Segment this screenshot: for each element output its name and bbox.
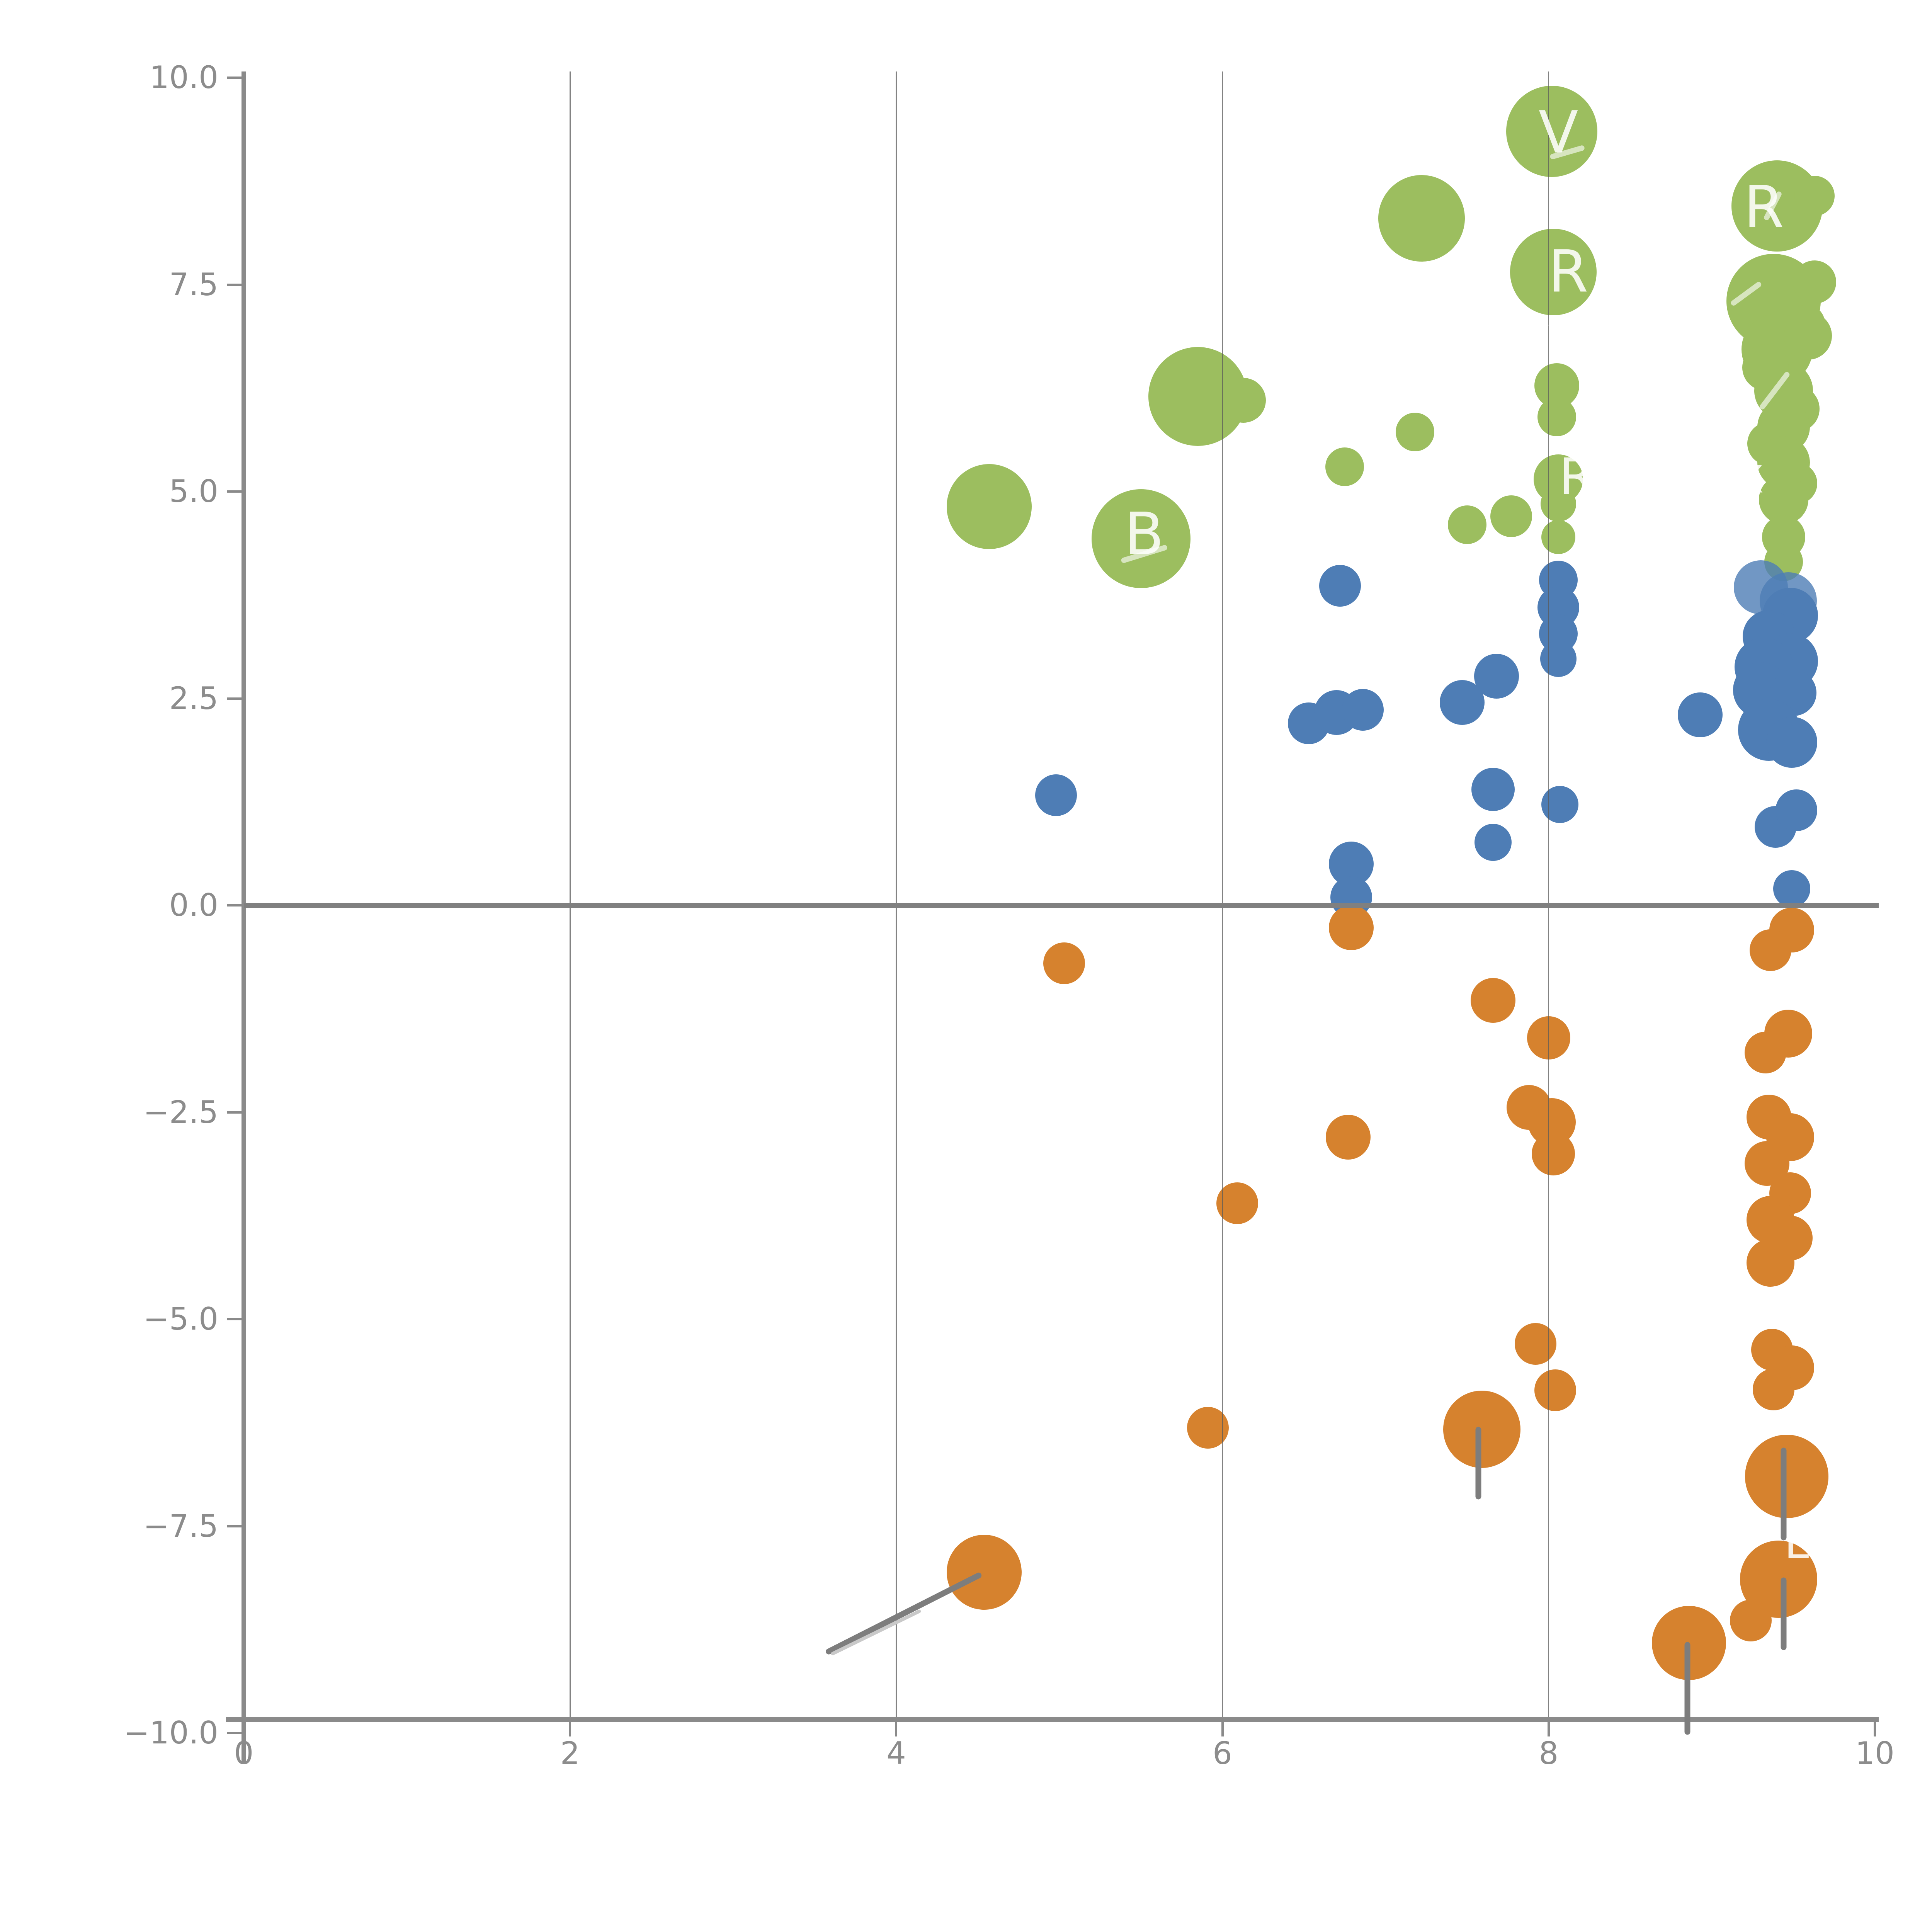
bubble-label-L: L: [1784, 1517, 1809, 1569]
bubble-blue: [1766, 717, 1817, 768]
y-tick-label: 10.0: [149, 60, 218, 95]
bottom-spine: [226, 1717, 1879, 1722]
x-tick-label: 6: [1213, 1735, 1233, 1771]
bubble-orange: [1515, 1323, 1557, 1365]
bubble-orange: [1443, 1390, 1520, 1468]
bubble-blue: [1773, 870, 1810, 908]
gridline-x-4: [895, 71, 897, 1719]
bubble-label-R: R: [1559, 447, 1594, 506]
bubble-orange: [1745, 1032, 1787, 1074]
bubble-green: [1537, 398, 1576, 437]
bubble-blue: [1540, 640, 1577, 677]
bubble-orange: [1471, 978, 1516, 1023]
y-tick-0: [227, 904, 244, 906]
y-tick-label: −2.5: [143, 1094, 218, 1130]
left-spine: [242, 71, 246, 1762]
bubble-orange: [947, 1535, 1022, 1610]
bubble-label-R: R: [1548, 238, 1588, 306]
bubble-green: [1541, 486, 1577, 522]
gridline-x-8: [1548, 71, 1549, 1719]
bubble-green: [1447, 505, 1486, 544]
y-tick-5: [227, 490, 244, 493]
bubble-green: [1091, 489, 1190, 588]
y-tick--7.5: [227, 1525, 244, 1527]
bubble-orange: [1749, 929, 1791, 971]
x-tick-label: 4: [886, 1735, 906, 1771]
bubble-orange: [1730, 1599, 1772, 1641]
bubble-orange: [1745, 1434, 1829, 1518]
bubble-green: [1221, 378, 1266, 423]
x-tick-4: [895, 1719, 898, 1736]
y-tick-10: [227, 77, 244, 79]
bubble-label-V: V: [1538, 99, 1578, 167]
bubble-label-x: x: [1734, 446, 1764, 505]
bubble-orange: [1753, 1369, 1795, 1411]
y-tick-label: 5.0: [169, 473, 218, 509]
bubble-label-B: B: [1124, 500, 1164, 568]
bubble-orange: [1534, 1369, 1576, 1412]
bubble-orange: [1329, 905, 1374, 950]
x-tick-10: [1874, 1719, 1876, 1736]
bubble-orange: [1325, 1114, 1371, 1160]
bubble-blue: [1776, 789, 1818, 831]
y-tick-7.5: [227, 283, 244, 286]
bubble-blue: [1471, 768, 1515, 811]
bubble-green: [1510, 229, 1597, 316]
y-tick--5: [227, 1318, 244, 1320]
bubble-green: [1541, 520, 1576, 554]
bubble-blue: [1035, 774, 1077, 816]
y-tick-label: 2.5: [169, 680, 218, 716]
x-tick-8: [1547, 1719, 1550, 1736]
bubble-blue: [1678, 692, 1723, 738]
y-tick--2.5: [227, 1111, 244, 1114]
bubble-green: [1793, 260, 1836, 304]
bubble-blue: [1319, 565, 1361, 607]
y-tick-label: 7.5: [169, 266, 218, 303]
y-tick-label: 0.0: [169, 887, 218, 923]
bubble-green: [946, 464, 1032, 549]
bubble-blue: [1342, 689, 1384, 731]
bubble-green: [1784, 312, 1832, 360]
y-tick-label: −10.0: [123, 1715, 218, 1751]
bubble-green: [1395, 412, 1434, 451]
x-tick-label: 0: [234, 1735, 254, 1771]
bubble-orange: [1187, 1406, 1229, 1449]
bubble-green: [1490, 495, 1532, 537]
bubble-orange: [1532, 1132, 1575, 1175]
zero-line: [244, 903, 1879, 908]
x-tick-6: [1221, 1719, 1224, 1736]
x-tick-label: 2: [560, 1735, 580, 1771]
bubble-label-R: R: [1743, 173, 1784, 241]
gridline-x-6: [1222, 71, 1223, 1719]
bubble-green: [1794, 176, 1835, 216]
x-tick-label: 10: [1855, 1735, 1895, 1771]
bubble-blue: [1475, 824, 1512, 861]
bubble-orange: [1216, 1182, 1258, 1225]
y-tick--10: [227, 1732, 244, 1734]
bubble-orange: [1746, 1239, 1794, 1287]
bubble-green: [1325, 447, 1364, 486]
bubble-blue: [1541, 786, 1579, 823]
y-tick-label: −7.5: [143, 1508, 218, 1544]
bubble-orange: [1043, 942, 1085, 984]
y-tick-2.5: [227, 697, 244, 700]
gridline-x-2: [569, 71, 571, 1719]
bubble-green: [1506, 86, 1598, 177]
bubble-blue: [1474, 653, 1519, 699]
y-tick-label: −5.0: [143, 1301, 218, 1337]
bubble-green: [1378, 175, 1465, 262]
x-tick-label: 8: [1539, 1735, 1559, 1771]
x-tick-2: [569, 1719, 571, 1736]
